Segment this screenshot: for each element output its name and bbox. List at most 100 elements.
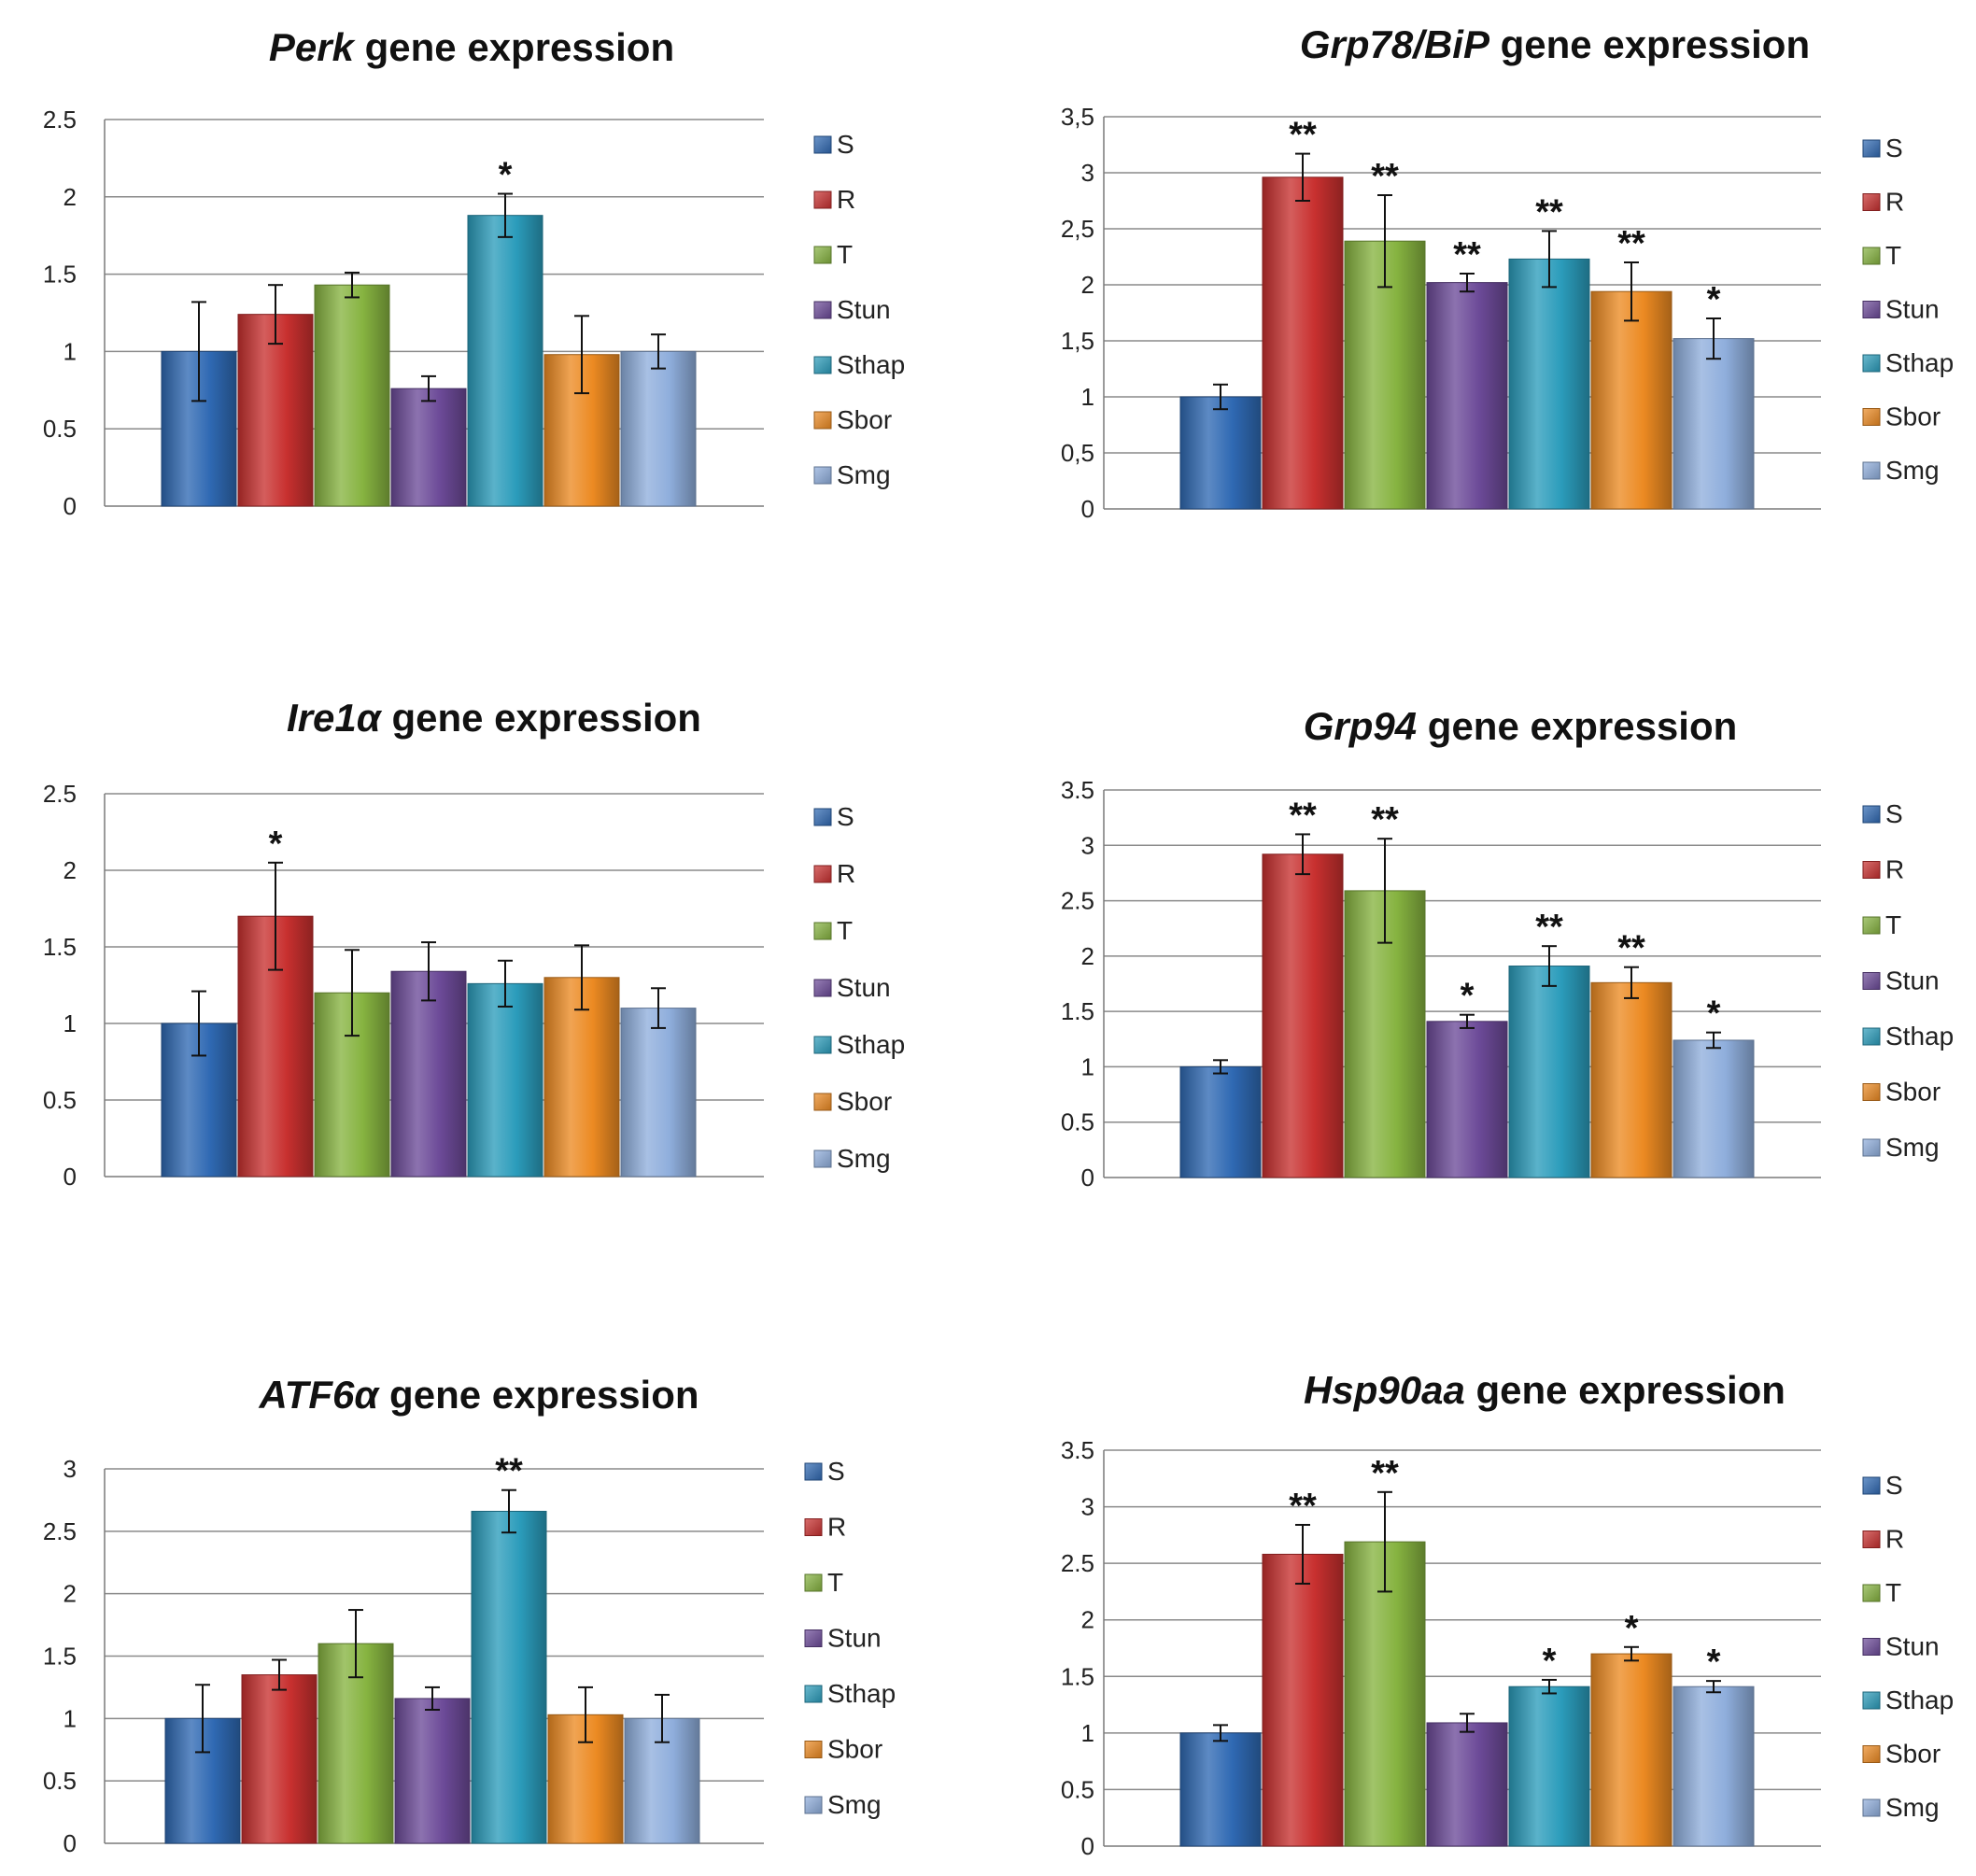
legend-label-r: R	[1885, 855, 1904, 884]
bar-sthap	[471, 1510, 547, 1844]
bar-r	[1262, 1553, 1344, 1847]
chart-title-gene: Grp94	[1304, 704, 1417, 748]
legend-swatch-r	[813, 865, 832, 883]
significance-marker: **	[495, 1452, 523, 1491]
error-bar	[195, 1684, 210, 1754]
significance-marker: **	[1617, 224, 1645, 263]
legend-swatch-r	[1862, 1530, 1881, 1548]
legend-label-r: R	[827, 1513, 846, 1542]
bar-sbor	[543, 977, 620, 1178]
chart-title-suffix: gene expression	[354, 25, 674, 69]
chart-title-gene: Perk	[269, 25, 357, 69]
chart-title: Perk gene expression	[269, 25, 674, 69]
error-bar	[1624, 966, 1639, 999]
legend-label-smg: Smg	[837, 460, 891, 489]
error-bar	[651, 333, 666, 370]
y-tick-label: 3	[1081, 1493, 1094, 1521]
significance-marker: **	[1289, 1487, 1317, 1526]
y-tick-label: 1,5	[1061, 327, 1094, 355]
bar-r	[1262, 176, 1344, 510]
chart-title: Grp78/BiP gene expression	[1300, 22, 1810, 66]
bar-stun	[390, 970, 467, 1178]
y-tick-label: 1	[1081, 1052, 1094, 1080]
error-bar	[345, 271, 360, 299]
significance-marker: *	[1543, 1642, 1557, 1681]
error-bar	[1542, 1678, 1557, 1695]
legend-swatch-smg	[813, 1150, 832, 1168]
y-tick-label: 2	[1081, 271, 1094, 299]
error-bar	[1377, 194, 1392, 289]
legend-label-s: S	[1885, 134, 1903, 162]
error-bar	[501, 1488, 516, 1534]
bar-stun	[390, 388, 467, 507]
chart-title-suffix: gene expression	[1417, 704, 1737, 748]
significance-marker: **	[1371, 157, 1399, 196]
legend-label-smg: Smg	[827, 1790, 882, 1819]
error-bar	[1706, 1680, 1721, 1694]
error-bar	[1295, 1523, 1310, 1585]
legend-label-sbor: Sbor	[837, 405, 892, 434]
chart-title-suffix: gene expression	[1489, 22, 1810, 66]
chart-title: ATF6α gene expression	[258, 1373, 699, 1417]
y-tick-label: 2	[64, 1580, 77, 1608]
bar-t	[1344, 1541, 1426, 1847]
significance-marker: *	[269, 825, 283, 864]
legend-swatch-t	[1862, 916, 1881, 935]
bar-stun	[1426, 282, 1508, 510]
legend-swatch-r	[1862, 861, 1881, 879]
chart-title-suffix: gene expression	[378, 1373, 699, 1417]
y-tick-label: 0.5	[43, 1086, 77, 1114]
y-tick-label: 2.5	[1061, 1549, 1094, 1577]
legend-label-stun: Stun	[1885, 966, 1940, 995]
legend-swatch-sbor	[1862, 408, 1881, 426]
legend-label-smg: Smg	[1885, 1793, 1940, 1822]
y-tick-label: 0	[1081, 1832, 1094, 1860]
y-tick-label: 1	[64, 1009, 77, 1037]
error-bar	[651, 987, 666, 1029]
y-tick-label: 0.5	[43, 415, 77, 443]
legend-swatch-r	[1862, 193, 1881, 211]
bar-t	[314, 284, 390, 507]
error-bar	[421, 941, 436, 1002]
y-tick-label: 2.5	[43, 1517, 77, 1545]
legend-swatch-t	[1862, 1584, 1881, 1602]
y-tick-label: 1.5	[43, 261, 77, 289]
y-tick-label: 0	[1081, 1164, 1094, 1192]
error-bar	[1295, 833, 1310, 876]
chart-title: Grp94 gene expression	[1304, 704, 1738, 748]
error-bar	[268, 861, 283, 971]
error-bar	[574, 944, 589, 1011]
y-tick-label: 2,5	[1061, 215, 1094, 243]
legend-label-t: T	[827, 1568, 843, 1597]
error-bar	[272, 1658, 287, 1691]
legend-swatch-sthap	[813, 356, 832, 374]
bar-sthap	[467, 982, 543, 1178]
legend-label-sthap: Sthap	[837, 1030, 905, 1059]
y-tick-label: 3,5	[1061, 103, 1094, 131]
legend-label-smg: Smg	[1885, 456, 1940, 485]
significance-marker: *	[1461, 977, 1475, 1016]
legend-swatch-t	[813, 922, 832, 940]
bar-smg	[1673, 1039, 1755, 1178]
y-tick-label: 0.5	[1061, 1108, 1094, 1136]
legend-label-sthap: Sthap	[1885, 1686, 1954, 1714]
y-tick-label: 3.5	[1061, 776, 1094, 804]
y-tick-label: 2.5	[43, 780, 77, 808]
y-tick-label: 2	[1081, 1606, 1094, 1634]
chart-title-suffix: gene expression	[381, 696, 701, 740]
error-bar	[498, 192, 513, 238]
bar-stun	[1426, 1021, 1508, 1178]
legend-label-t: T	[837, 916, 853, 945]
chart-panel-1: Perk gene expression 0 0.5 1 1.5 2 2.5 * SRT Stun…	[43, 25, 905, 520]
legend-label-r: R	[1885, 1525, 1904, 1554]
bar-sbor	[1590, 1653, 1673, 1847]
y-tick-label: 0	[64, 492, 77, 520]
chart-title-gene: Grp78/BiP	[1300, 22, 1490, 66]
legend-label-t: T	[1885, 1578, 1901, 1607]
y-tick-label: 1	[64, 1704, 77, 1732]
legend-label-r: R	[1885, 188, 1904, 217]
error-bar	[1624, 261, 1639, 322]
legend-swatch-sbor	[804, 1741, 823, 1758]
legend-swatch-stun	[1862, 301, 1881, 318]
